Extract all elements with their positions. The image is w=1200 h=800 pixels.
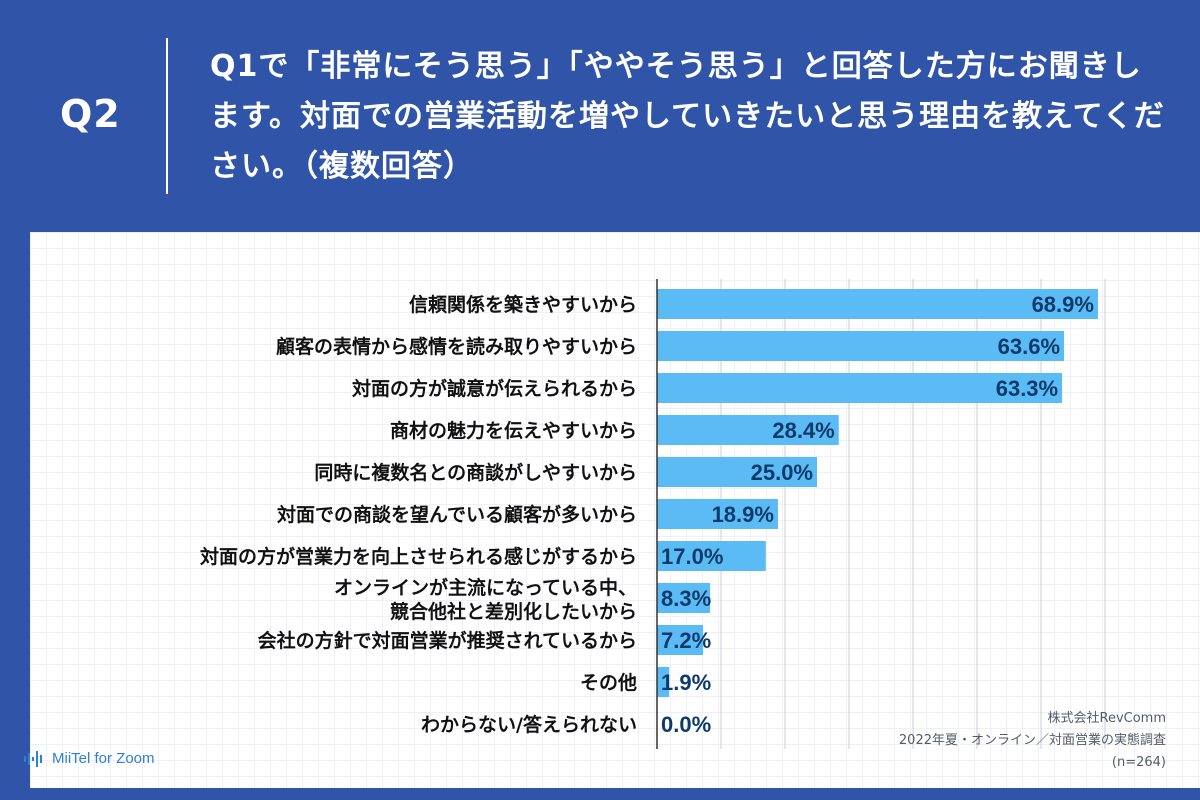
bar-chart: 信頼関係を築きやすいから 68.9% 顧客の表情から感情を読み取りやすいから 63.6… xyxy=(199,279,1106,749)
source-company: 株式会社RevComm xyxy=(1047,711,1167,726)
category-label: 対面での商談を望んでいる顧客が多いから xyxy=(276,503,637,526)
value-label: 63.3% xyxy=(996,376,1058,401)
category-label: その他 xyxy=(580,671,637,694)
value-label: 0.0% xyxy=(661,712,711,737)
bar xyxy=(657,457,817,487)
category-label-line: 競合他社と差別化したいから xyxy=(390,600,637,623)
category-label-line: 商材の魅力を伝えやすいから xyxy=(390,419,637,442)
category-label-line: 会社の方針で対面営業が推奨されているから xyxy=(258,629,637,652)
value-label: 25.0% xyxy=(751,460,813,485)
category-label: オンラインが主流になっている中、競合他社と差別化したいから xyxy=(334,576,637,623)
value-label: 63.6% xyxy=(998,334,1060,359)
value-label: 28.4% xyxy=(772,418,834,443)
category-label: 信頼関係を築きやすいから xyxy=(409,293,637,316)
bar xyxy=(657,373,1063,403)
category-label-line: 同時に複数名との商談がしやすいから xyxy=(314,461,637,484)
value-label: 1.9% xyxy=(661,670,711,695)
chart-panel: 信頼関係を築きやすいから 68.9% 顧客の表情から感情を読み取りやすいから 63.6… xyxy=(30,232,1200,788)
bar xyxy=(657,331,1065,361)
category-label: 商材の魅力を伝えやすいから xyxy=(390,419,637,442)
category-label-line: 信頼関係を築きやすいから xyxy=(409,293,637,316)
header-divider xyxy=(166,38,168,194)
category-label: 顧客の表情から感情を読み取りやすいから xyxy=(276,335,637,358)
category-label: 同時に複数名との商談がしやすいから xyxy=(314,461,637,484)
category-label: 対面の方が誠意が伝えられるから xyxy=(351,377,637,400)
category-label-line: その他 xyxy=(580,671,637,694)
bar xyxy=(657,499,778,529)
question-number: Q2 xyxy=(60,92,121,136)
source-n: (n=264) xyxy=(1111,755,1166,770)
question-text: Q1で「非常にそう思う」「ややそう思う」と回答した方にお聞きします。対面での営業… xyxy=(210,49,1165,184)
value-label: 17.0% xyxy=(661,544,723,569)
logo-text: MiiTel for Zoom xyxy=(52,750,155,767)
bar xyxy=(657,289,1098,319)
bar xyxy=(657,541,766,571)
value-label: 68.9% xyxy=(1032,292,1094,317)
value-label: 7.2% xyxy=(661,628,711,653)
category-label-line: 対面の方が営業力を向上させられる感じがするから xyxy=(199,545,637,568)
header: Q2 Q1で「非常にそう思う」「ややそう思う」と回答した方にお聞きします。対面で… xyxy=(0,0,1200,232)
bar xyxy=(657,625,704,655)
bar xyxy=(657,667,670,697)
category-label-line: 対面での商談を望んでいる顧客が多いから xyxy=(276,503,637,526)
source-survey: 2022年夏・オンライン／対面営業の実態調査 xyxy=(898,733,1166,748)
source-note: 株式会社RevComm 2022年夏・オンライン／対面営業の実態調査 (n=26… xyxy=(746,708,1166,774)
category-label-line: 対面の方が誠意が伝えられるから xyxy=(351,377,637,400)
waveform-icon xyxy=(24,750,42,767)
category-label-line: オンラインが主流になっている中、 xyxy=(334,576,637,599)
value-label: 8.3% xyxy=(661,586,711,611)
bar xyxy=(657,583,711,613)
category-label-line: 顧客の表情から感情を読み取りやすいから xyxy=(276,335,637,358)
category-label: 対面の方が営業力を向上させられる感じがするから xyxy=(199,545,637,568)
value-label: 18.9% xyxy=(712,502,774,527)
brand-logo: MiiTel for Zoom xyxy=(24,750,155,767)
category-label-line: わからない/答えられない xyxy=(421,713,637,736)
bar xyxy=(657,415,839,445)
category-label: 会社の方針で対面営業が推奨されているから xyxy=(258,629,637,652)
category-label: わからない/答えられない xyxy=(421,713,637,736)
